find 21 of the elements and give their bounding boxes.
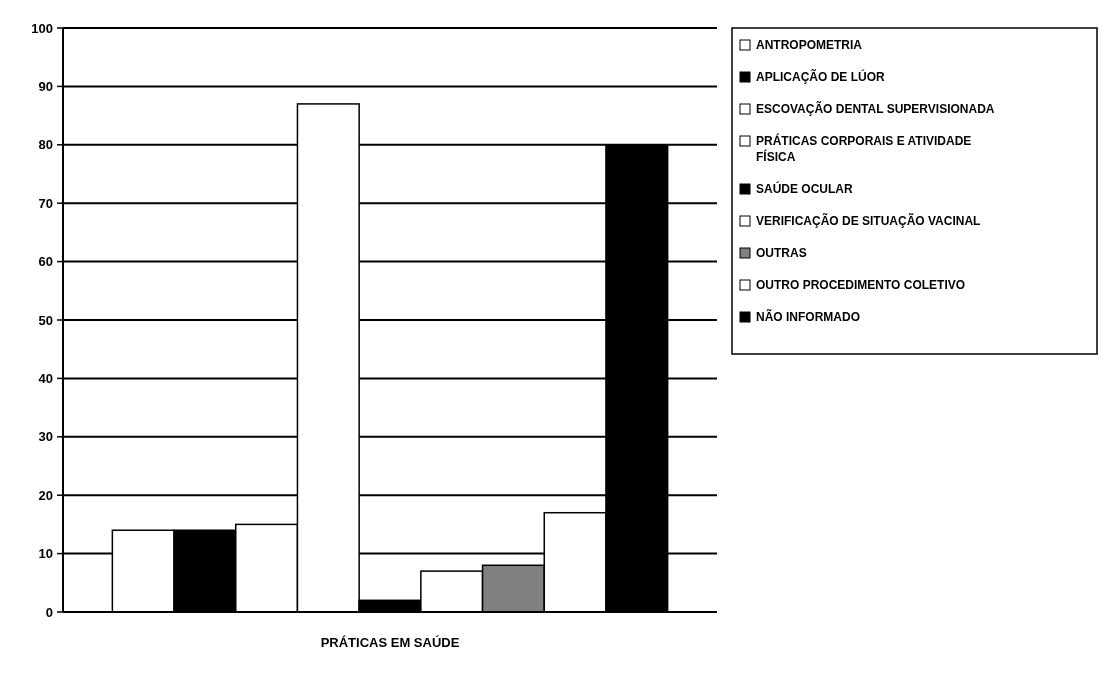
y-tick-label: 80	[38, 137, 53, 153]
y-tick-label: 0	[45, 604, 53, 620]
y-tick-label: 100	[31, 20, 53, 36]
legend-label: PRÁTICAS CORPORAIS E ATIVIDADE FÍSICA	[756, 133, 972, 164]
legend-label: ANTROPOMETRIA	[756, 38, 863, 52]
y-tick-label: 90	[38, 78, 53, 94]
y-tick-label: 30	[38, 429, 53, 445]
y-tick-label: 40	[38, 370, 53, 386]
y-tick-label: 10	[38, 546, 53, 562]
legend-label: OUTRO PROCEDIMENTO COLETIVO	[756, 278, 966, 292]
legend-label: OUTRAS	[756, 246, 807, 260]
x-tick-label: PRÁTICAS EM SAÚDE	[320, 635, 460, 650]
legend-label: NÃO INFORMADO	[756, 309, 860, 324]
y-tick-label: 20	[38, 487, 53, 503]
legend-label: APLICAÇÃO DE LÚOR	[756, 69, 885, 84]
y-tick-label: 70	[38, 195, 53, 211]
y-tick-label: 50	[38, 312, 53, 328]
legend-label: ESCOVAÇÃO DENTAL SUPERVISIONADA	[756, 101, 995, 116]
legend-label: VERIFICAÇÃO DE SITUAÇÃO VACINAL	[756, 213, 981, 228]
legend-label: SAÚDE OCULAR	[756, 181, 853, 196]
y-tick-label: 60	[38, 254, 53, 270]
